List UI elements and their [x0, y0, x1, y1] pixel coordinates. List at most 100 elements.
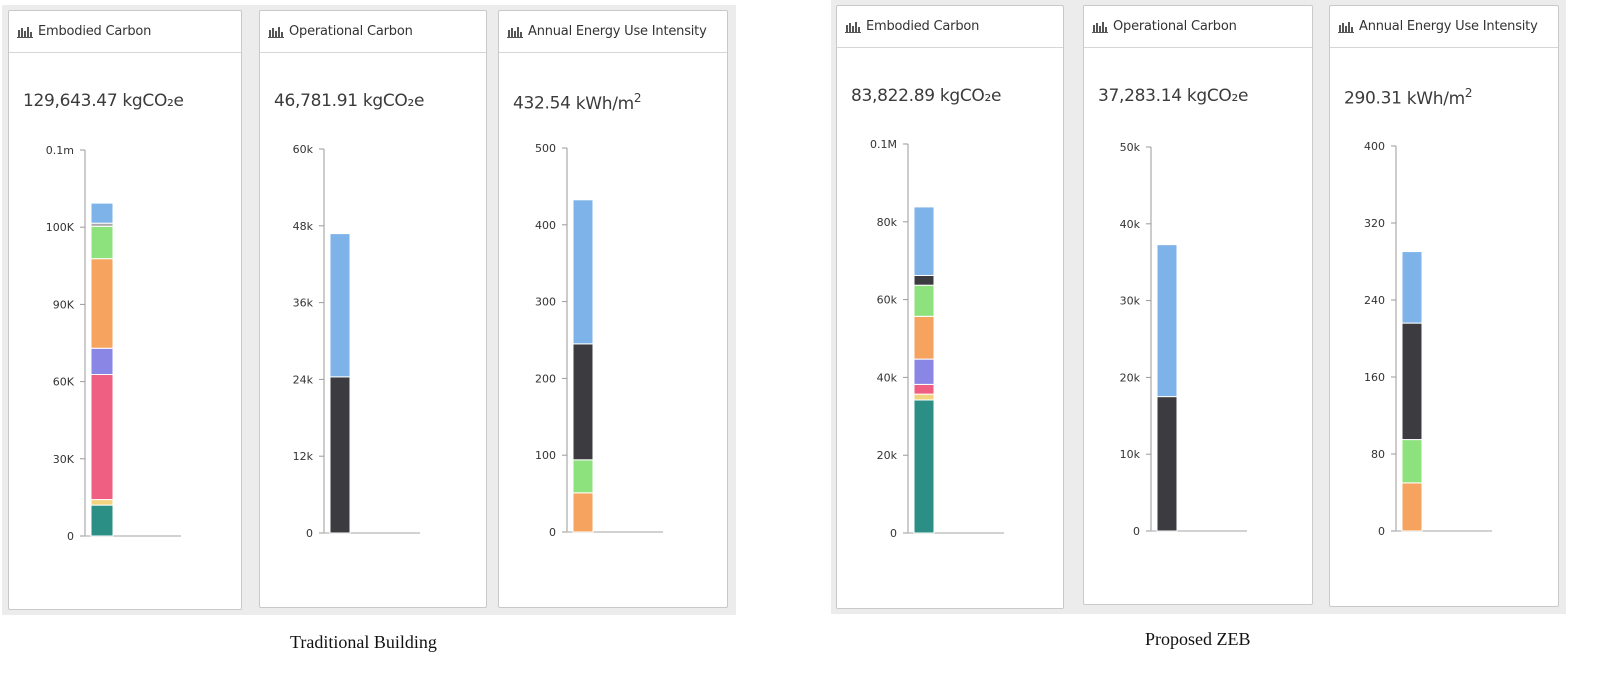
bar-segment-orange[interactable]: [90, 258, 114, 349]
bar-segment-blue[interactable]: [913, 206, 935, 276]
card-title: Operational Carbon: [289, 24, 413, 39]
y-tick-label: 40k: [877, 371, 898, 384]
bar-segment-orange[interactable]: [913, 315, 935, 360]
metric-number: 83,822.89: [851, 86, 935, 106]
y-tick-label: 48k: [293, 220, 314, 233]
caption-proposed-zeb: Proposed ZEB: [1145, 629, 1251, 649]
y-tick-label: 36k: [293, 297, 314, 310]
y-tick-label: 40k: [1120, 218, 1141, 231]
metric-unit: kgCO₂e: [939, 86, 1002, 106]
y-tick-label: 0: [1378, 525, 1385, 538]
metric-unit: kWh/m: [1406, 88, 1466, 109]
bar-segment-orange[interactable]: [1401, 482, 1423, 532]
y-tick-label: 100K: [46, 221, 75, 234]
card-header: Annual Energy Use Intensity: [1330, 6, 1558, 48]
bar-segment-dark[interactable]: [572, 343, 594, 461]
y-tick-label: 90K: [53, 298, 75, 311]
bar-segment-blue[interactable]: [572, 199, 594, 345]
y-tick-label: 50k: [1120, 141, 1141, 154]
bar-segment-purple[interactable]: [913, 358, 935, 385]
y-tick-label: 200: [535, 372, 556, 385]
bar-chart-icon: [845, 21, 861, 33]
bar-segment-yellow[interactable]: [90, 499, 114, 506]
bar-segment-blue[interactable]: [1156, 244, 1178, 398]
bar-segment-dark[interactable]: [1401, 322, 1423, 441]
y-tick-label: 20k: [1120, 371, 1141, 384]
metric-unit: kgCO₂e: [1186, 86, 1249, 106]
bar-segment-blue[interactable]: [329, 233, 351, 378]
y-tick-label: 100: [535, 449, 556, 462]
metric-card: Annual Energy Use Intensity 432.54 kWh/m2 0…: [498, 10, 728, 608]
card-header: Embodied Carbon: [837, 6, 1063, 48]
bar-segment-blue[interactable]: [90, 202, 114, 224]
bar-segment-purple[interactable]: [90, 347, 114, 375]
bar-segment-teal[interactable]: [90, 504, 114, 537]
stacked-bar-chart: 0 10k 20k 30k 40k 50k: [1120, 141, 1247, 538]
stacked-bar-chart: 0 80 160 240 320 400: [1364, 140, 1492, 538]
bar-segment-red[interactable]: [913, 383, 935, 395]
y-tick-label: 60K: [53, 376, 75, 389]
metric-card: Annual Energy Use Intensity 290.31 kWh/m2 0…: [1329, 5, 1559, 607]
bar-segment-orange[interactable]: [572, 492, 594, 533]
y-tick-label: 60k: [293, 143, 314, 156]
y-tick-label: 300: [535, 296, 556, 309]
y-tick-label: 160: [1364, 371, 1385, 384]
y-tick-label: 20k: [877, 449, 898, 462]
y-tick-label: 30k: [1120, 295, 1141, 308]
metric-card: Operational Carbon 46,781.91 kgCO₂e 0 12k 24k…: [259, 10, 487, 608]
y-tick-label: 0: [306, 527, 313, 540]
metric-value: 37,283.14 kgCO₂e: [1098, 86, 1249, 106]
metric-number: 46,781.91: [274, 91, 358, 111]
stacked-bar-chart: 0 12k 24k 36k 48k 60k: [293, 143, 420, 540]
y-tick-label: 80: [1371, 448, 1385, 461]
y-tick-label: 500: [535, 142, 556, 155]
bar-chart-icon: [1338, 21, 1354, 33]
bar-segment-dark[interactable]: [1156, 396, 1178, 532]
bar-segment-red[interactable]: [90, 373, 114, 501]
bar-segment-green[interactable]: [572, 459, 594, 494]
bar-segment-green[interactable]: [913, 284, 935, 317]
card-title: Annual Energy Use Intensity: [1359, 19, 1538, 34]
y-tick-label: 320: [1364, 217, 1385, 230]
metric-unit-superscript: 2: [1464, 86, 1473, 100]
metric-number: 290.31: [1344, 88, 1402, 109]
stacked-bar-chart: 0 100 200 300 400 500: [535, 142, 663, 539]
metric-value: 290.31 kWh/m2: [1344, 86, 1473, 109]
y-tick-label: 0: [1133, 525, 1140, 538]
metric-value: 129,643.47 kgCO₂e: [23, 91, 184, 111]
card-title: Operational Carbon: [1113, 19, 1237, 34]
y-tick-label: 0: [549, 526, 556, 539]
bar-chart-icon: [507, 26, 523, 38]
y-tick-label: 30K: [53, 453, 75, 466]
bar-segment-dark[interactable]: [913, 274, 935, 286]
card-header: Annual Energy Use Intensity: [499, 11, 727, 53]
metric-value: 432.54 kWh/m2: [513, 91, 642, 114]
y-tick-label: 0: [67, 530, 74, 543]
bar-segment-dark[interactable]: [329, 376, 351, 534]
y-tick-label: 240: [1364, 294, 1385, 307]
bar-segment-teal[interactable]: [913, 399, 935, 534]
card-title: Embodied Carbon: [38, 24, 152, 39]
bar-chart-icon: [268, 26, 284, 38]
y-tick-label: 80k: [877, 216, 898, 229]
bar-segment-yellow[interactable]: [913, 393, 935, 401]
metric-unit: kgCO₂e: [362, 91, 425, 111]
stacked-bar-chart: 0 20k 40k 60k 80k 0.1M: [870, 138, 1004, 540]
y-tick-label: 10k: [1120, 448, 1141, 461]
y-tick-label: 12k: [293, 450, 314, 463]
y-tick-label: 0.1m: [46, 144, 74, 157]
metric-card: Embodied Carbon 83,822.89 kgCO₂e 0 20k 40k 60k…: [836, 5, 1064, 609]
metric-number: 129,643.47: [23, 91, 118, 111]
bar-segment-blue[interactable]: [1401, 251, 1423, 324]
bar-segment-green[interactable]: [90, 225, 114, 260]
metric-number: 37,283.14: [1098, 86, 1182, 106]
metric-card: Operational Carbon 37,283.14 kgCO₂e 0 10k 20k…: [1083, 5, 1313, 605]
card-header: Operational Carbon: [1084, 6, 1312, 48]
bar-chart-icon: [1092, 21, 1108, 33]
bar-segment-green[interactable]: [1401, 439, 1423, 484]
stacked-bar-chart: 0 30K 60K 90K 100K 0.1m: [46, 144, 181, 543]
y-tick-label: 60k: [877, 294, 898, 307]
card-header: Operational Carbon: [260, 11, 486, 53]
y-tick-label: 0: [890, 527, 897, 540]
metric-unit-superscript: 2: [633, 91, 642, 105]
